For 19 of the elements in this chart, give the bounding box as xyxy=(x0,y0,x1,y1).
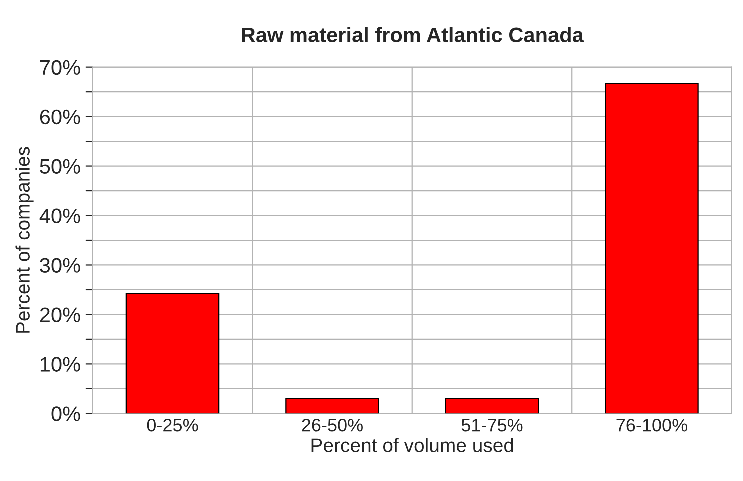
bar xyxy=(445,398,540,414)
bar xyxy=(126,293,220,414)
y-axis-title: Percent of companies xyxy=(16,147,34,333)
y-tick-label: 0% xyxy=(52,406,80,422)
bar xyxy=(286,398,380,414)
x-tick-label: 76-100% xyxy=(616,419,688,432)
x-tick-label: 51-75% xyxy=(462,419,523,432)
y-tick-label: 50% xyxy=(40,159,80,174)
y-tick-label: 20% xyxy=(40,308,80,322)
x-tick-label: 0-25% xyxy=(147,419,198,432)
y-tick-label: 10% xyxy=(40,357,80,372)
chart-title: Raw material from Atlantic Canada xyxy=(242,27,584,43)
bar xyxy=(605,83,699,414)
y-tick-label: 70% xyxy=(40,60,80,76)
x-axis-title: Percent of volume used xyxy=(312,438,514,452)
y-tick-label: 30% xyxy=(40,258,80,273)
y-tick-label: 40% xyxy=(40,208,80,224)
y-tick-label: 60% xyxy=(40,110,80,125)
x-tick-label: 26-50% xyxy=(302,419,363,432)
